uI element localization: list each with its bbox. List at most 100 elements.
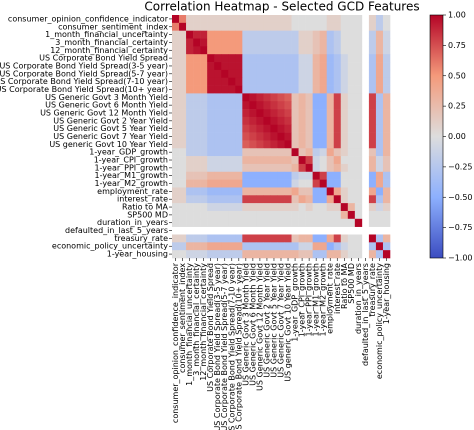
heatmap-cell [368,132,377,141]
heatmap-cell [221,195,229,204]
heatmap-cell [382,46,391,55]
heatmap-cell [270,163,278,173]
heatmap-cell [284,38,292,47]
heatmap-cell [263,116,271,126]
y-tick-label: US Corporate Bond Yield Spread(3-5 year) [0,61,168,70]
heatmap-cell [333,101,342,110]
heatmap-cell [228,203,236,212]
heatmap-cell [256,77,264,86]
heatmap-cell [326,69,335,79]
heatmap-cell [235,203,243,212]
y-tick-label: interest_rate [117,195,168,204]
heatmap-cell [277,218,285,227]
heatmap-cell [333,187,342,196]
heatmap-cell [228,69,236,79]
heatmap-cell [193,38,201,47]
heatmap-cell [249,85,257,94]
heatmap-cell [326,116,335,126]
heatmap-cell [172,163,180,173]
heatmap-cell [277,22,285,31]
heatmap-cell [193,54,201,63]
heatmap-cell [333,179,342,188]
heatmap-cell [305,132,313,141]
y-tick-label: US Corporate Bond Yield Spread(7-10 year… [0,77,168,86]
heatmap-cell [319,54,328,63]
heatmap-cell [186,124,194,133]
x-tick-label: SP500 MD [347,263,356,304]
heatmap-cell [347,234,356,243]
heatmap-cell [270,30,278,39]
heatmap-cell [214,30,222,39]
heatmap-cell [368,250,377,259]
heatmap-cell [242,187,250,196]
heatmap-cell [207,242,215,251]
colorbar-tick-label: 1.00 [448,11,466,20]
heatmap-cell [207,187,215,196]
heatmap-cell [179,85,187,94]
heatmap-cell [368,187,377,196]
heatmap-cell [277,77,285,86]
heatmap-cell [354,179,363,188]
heatmap-cell [319,156,328,165]
heatmap-cell [193,203,201,212]
heatmap-cell [221,156,229,165]
heatmap-cell [179,195,187,204]
heatmap-cell [186,148,194,157]
heatmap-cell [186,85,194,94]
heatmap-cell [291,171,299,180]
heatmap-cell [221,22,229,31]
heatmap-cell [221,46,229,55]
heatmap-cell [221,218,229,227]
heatmap-cell [193,140,201,149]
heatmap-cell [312,163,320,173]
heatmap-cell [298,179,306,188]
heatmap-cell [172,140,180,149]
heatmap-cell [291,163,299,173]
heatmap-cell [256,85,264,94]
heatmap-cell [347,124,356,133]
heatmap-cell [214,187,222,196]
heatmap-cell [214,171,222,180]
heatmap-cell [249,242,257,251]
heatmap-cell [312,54,320,63]
heatmap-cell [186,218,194,227]
heatmap-cell [298,69,306,79]
heatmap-cell [375,218,384,227]
heatmap-cell [277,148,285,157]
heatmap-cell [200,46,208,55]
heatmap-cell [242,218,250,227]
heatmap-cell [172,93,180,102]
heatmap-cell [207,148,215,157]
heatmap-cell [382,15,391,24]
heatmap-cell [382,62,391,71]
x-tick-label: US Corporate Bond Yield Spread(7-10 year… [227,263,236,430]
heatmap-cell [179,210,187,220]
heatmap-cell [333,69,342,79]
heatmap-cell [200,171,208,180]
heatmap-cell [207,171,215,180]
heatmap-cell [179,30,187,39]
heatmap-cell [340,132,349,141]
heatmap-cell [270,69,278,79]
heatmap-cell [179,54,187,63]
heatmap-cell [319,210,328,220]
heatmap-cell [179,22,187,31]
heatmap-cell [298,171,306,180]
heatmap-cell [319,250,328,259]
heatmap-cell [270,156,278,165]
heatmap-cell [207,30,215,39]
heatmap-cell [207,62,215,71]
heatmap-cell [263,179,271,188]
heatmap-cell [333,242,342,251]
heatmap-cell [340,69,349,79]
heatmap-cell [228,210,236,220]
heatmap-cell [354,163,363,173]
heatmap-cell [270,132,278,141]
heatmap-cell [305,62,313,71]
heatmap-cell [368,69,377,79]
heatmap-cell [228,234,236,243]
x-tick-label: 1-year_GDP_growth [291,263,300,342]
heatmap-cell [179,109,187,118]
heatmap-cell [214,77,222,86]
heatmap-cell [368,179,377,188]
